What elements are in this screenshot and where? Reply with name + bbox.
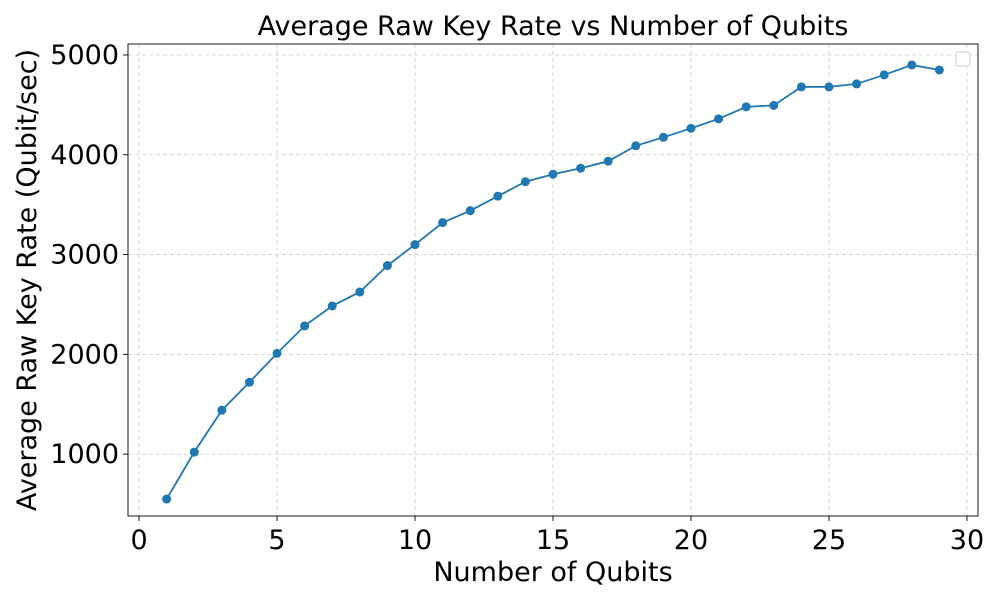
data-point xyxy=(327,301,337,311)
series xyxy=(162,60,944,504)
data-point xyxy=(879,70,889,80)
data-point xyxy=(824,82,834,92)
x-tick-label: 30 xyxy=(950,525,984,556)
data-point xyxy=(300,321,310,331)
data-point xyxy=(493,191,503,201)
data-point xyxy=(162,494,172,504)
legend-box xyxy=(955,51,971,67)
data-point xyxy=(244,377,254,387)
data-point xyxy=(355,287,365,297)
legend xyxy=(955,51,971,67)
data-point xyxy=(714,114,724,124)
data-point xyxy=(548,169,558,179)
data-point xyxy=(520,177,530,187)
data-point xyxy=(658,132,668,142)
data-point xyxy=(217,405,227,415)
data-point xyxy=(576,163,586,173)
data-point xyxy=(769,100,779,110)
data-point xyxy=(465,206,475,216)
y-axis-title: Average Raw Key Rate (Qubit/sec) xyxy=(12,49,43,511)
data-point xyxy=(796,82,806,92)
y-tick-label: 3000 xyxy=(50,240,119,271)
axis-ticks: 0 5 10 15 20 25 30 1000 2000 3000 4000 5000 xyxy=(50,40,984,556)
y-tick-label: 1000 xyxy=(50,439,119,470)
data-point xyxy=(934,65,944,75)
data-point xyxy=(189,447,199,457)
y-tick-label: 2000 xyxy=(50,339,119,370)
y-tick-label: 4000 xyxy=(50,140,119,171)
data-point xyxy=(631,141,641,151)
data-point xyxy=(382,261,392,271)
x-tick-label: 0 xyxy=(130,525,147,556)
data-point xyxy=(272,348,282,358)
x-tick-label: 15 xyxy=(536,525,570,556)
data-point xyxy=(907,60,917,70)
x-tick-label: 20 xyxy=(674,525,708,556)
x-axis-title: Number of Qubits xyxy=(433,557,672,588)
x-tick-label: 5 xyxy=(268,525,285,556)
data-point xyxy=(741,102,751,112)
data-point xyxy=(603,156,613,166)
grid xyxy=(128,44,978,516)
plot-frame xyxy=(127,43,979,517)
data-point xyxy=(852,79,862,89)
data-point xyxy=(686,123,696,133)
chart-title: Average Raw Key Rate vs Number of Qubits xyxy=(258,11,849,42)
y-tick-label: 5000 xyxy=(50,40,119,71)
data-point xyxy=(438,218,448,228)
data-point xyxy=(410,240,420,250)
x-tick-label: 10 xyxy=(398,525,432,556)
x-tick-label: 25 xyxy=(812,525,846,556)
